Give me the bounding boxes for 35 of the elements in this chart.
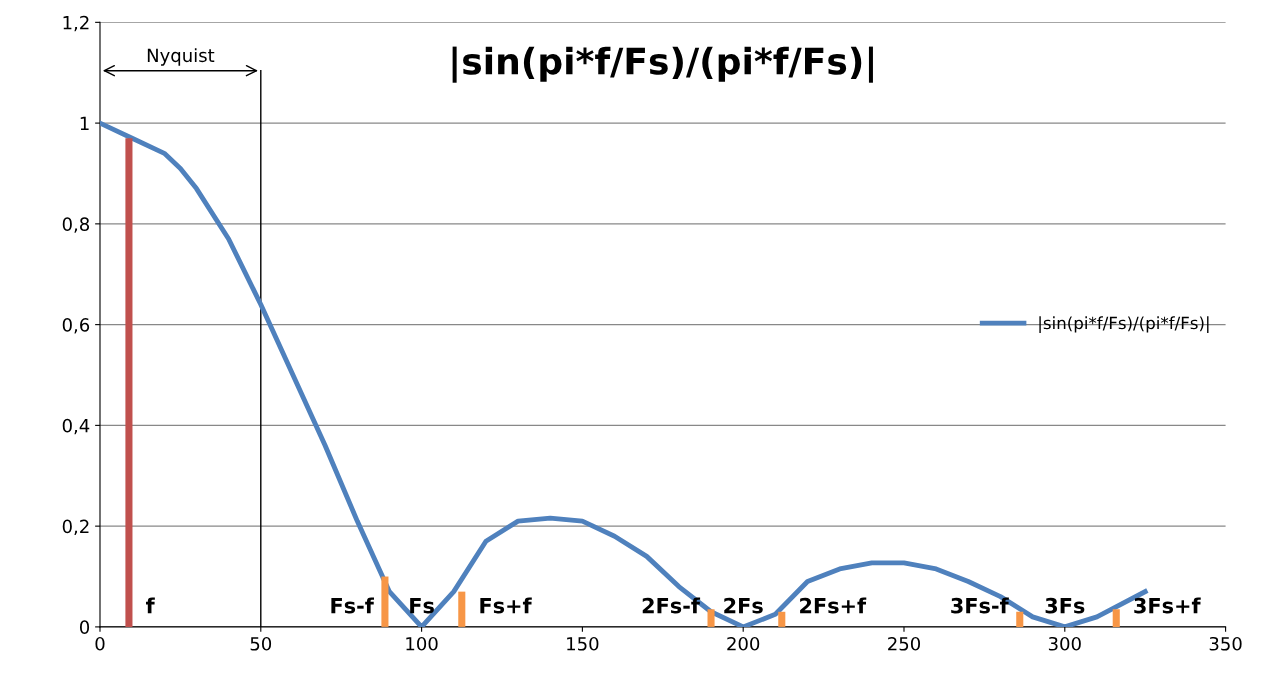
y-tick-label: 0,4	[62, 418, 90, 435]
bar	[125, 138, 133, 627]
annotation: Fs	[410, 598, 434, 614]
x-tick-label: 150	[567, 636, 599, 651]
bar	[381, 576, 389, 627]
bar	[458, 591, 466, 627]
bar	[778, 611, 786, 627]
x-tick-label: 250	[888, 636, 921, 651]
x-tick-label: 200	[727, 636, 760, 651]
y-tick-label: 0,2	[62, 519, 89, 536]
annotation: Fs+f	[480, 597, 532, 614]
bar	[1016, 611, 1024, 627]
x-tick-label: 300	[1048, 636, 1081, 651]
x-tick-label: 100	[406, 636, 438, 651]
y-tick-label: 1,2	[63, 15, 89, 32]
annotation: 2Fs	[724, 597, 763, 614]
annotation: 2Fs-f	[642, 597, 701, 614]
text: |sin(pi*f/Fs)/(pi*f/Fs)|	[452, 46, 873, 83]
bar	[707, 609, 715, 627]
annotation: f	[146, 597, 155, 614]
x-tick-label: 0	[95, 636, 105, 651]
y-tick-label: 1	[80, 116, 89, 130]
annotation: 3Fs-f	[951, 597, 1009, 614]
y-tick-label: 0	[79, 620, 90, 635]
ref-line-label: Nyquist	[147, 48, 215, 66]
y-tick-label: 0,8	[62, 217, 90, 233]
bar	[1112, 609, 1120, 627]
y-tick-label: 0,6	[62, 318, 90, 334]
x-tick-label: 350	[1209, 636, 1242, 651]
x-tick-label: 50	[250, 636, 272, 651]
annotation: 3Fs+f	[1134, 597, 1201, 614]
annotation: 3Fs	[1045, 597, 1085, 614]
annotation: 2Fs+f	[800, 597, 867, 614]
annotation: Fs-f	[331, 597, 375, 614]
legend-label: |sin(pi*f/Fs)/(pi*f/Fs)|	[1039, 316, 1209, 333]
